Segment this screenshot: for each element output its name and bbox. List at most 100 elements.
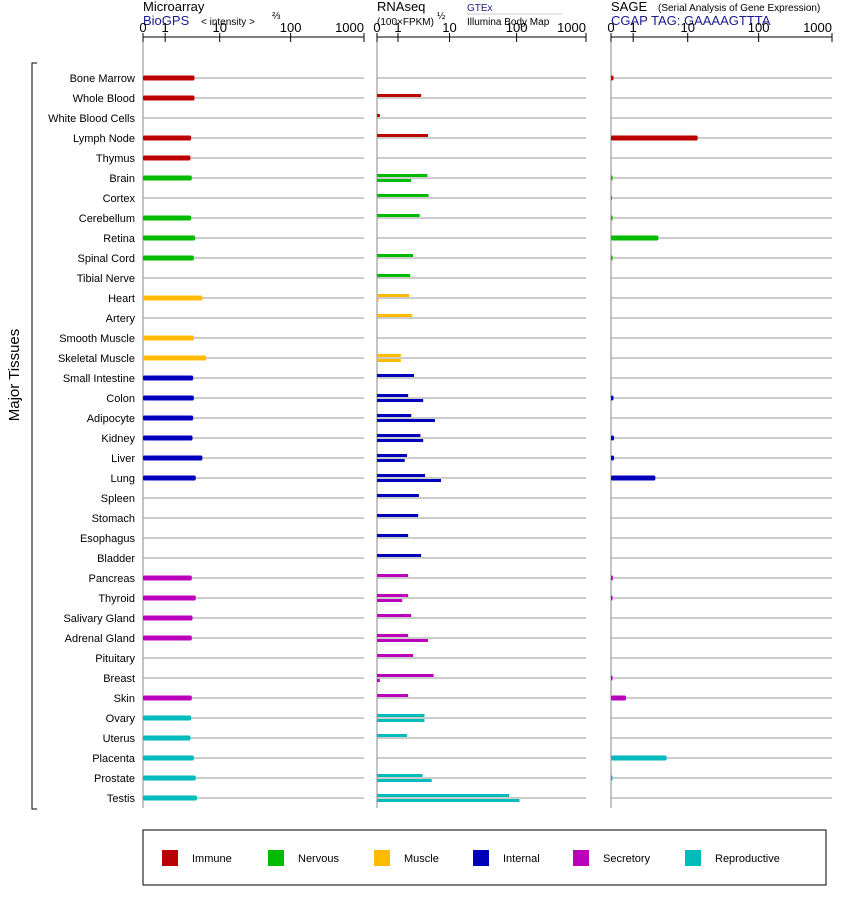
microarray-bar-adipocyte (143, 415, 194, 421)
rnaseq-bar-adipocyte-bodymap (377, 419, 435, 422)
panel-rnaseq: 0 1 10 100 1000 (373, 20, 587, 808)
rnaseq-bar-testis-bodymap (377, 799, 520, 802)
legend-label-immune: Immune (192, 853, 232, 865)
sage-tick-label: 1000 (803, 20, 832, 35)
tissue-label-stomach: Stomach (92, 513, 135, 525)
rnaseq-bar-cortex-gtex (377, 194, 429, 197)
tissue-labels: Bone Marrow Whole Blood White Blood Cells L… (48, 73, 136, 805)
tissue-label-adrenal-gland: Adrenal Gland (65, 633, 135, 645)
microarray-bar-small-intestine (143, 375, 194, 381)
sage-bar-spinal-cord (611, 255, 613, 261)
microarray-unit: < intensity > (201, 17, 255, 28)
microarray-tick-label: 100 (280, 20, 302, 35)
tissue-label-esophagus: Esophagus (80, 533, 136, 545)
sage-bar-liver (611, 455, 615, 461)
rnaseq-bar-ovary-bodymap (377, 719, 425, 722)
rnaseq-bar-cerebellum-gtex (377, 214, 420, 217)
rnaseq-tick-label: 0 (373, 20, 380, 35)
rnaseq-bar-tibial-nerve-gtex (377, 274, 411, 277)
rnaseq-bar-small-intestine-gtex (377, 374, 415, 377)
rnaseq-bar-kidney-bodymap (377, 439, 424, 442)
rnaseq-tick-label: 1 (394, 20, 401, 35)
legend-item-internal: Internal (473, 850, 540, 866)
rnaseq-bar-adrenal-gland-gtex (377, 634, 409, 637)
microarray-tick-label: 0 (139, 20, 146, 35)
microarray-bar-cerebellum (143, 215, 192, 221)
rnaseq-bar-heart-bodymap (377, 299, 379, 302)
tissue-label-placenta: Placenta (92, 753, 136, 765)
rnaseq-bar-skin-gtex (377, 694, 409, 697)
rnaseq-bar-white-blood-cells-gtex (377, 114, 380, 117)
legend-swatch-internal (473, 850, 489, 866)
rnaseq-unit: (100×FPKM) (377, 17, 434, 28)
legend-item-immune: Immune (162, 850, 232, 866)
major-tissues-label: Major Tissues (6, 329, 23, 422)
tissue-label-artery: Artery (106, 313, 136, 325)
tissue-label-thymus: Thymus (96, 153, 136, 165)
legend-item-secretory: Secretory (573, 850, 651, 866)
microarray-bar-whole-blood (143, 95, 195, 101)
tissue-label-colon: Colon (106, 393, 135, 405)
rnaseq-bar-colon-gtex (377, 394, 409, 397)
rnaseq-unit-exponent: ½ (437, 11, 446, 22)
sage-bar-retina (611, 235, 659, 241)
sage-bar-heart (611, 295, 612, 301)
tissue-label-uterus: Uterus (103, 733, 136, 745)
sage-bar-skeletal-muscle (611, 355, 612, 361)
tissue-label-tibial-nerve: Tibial Nerve (77, 273, 135, 285)
tissue-label-white-blood-cells: White Blood Cells (48, 113, 135, 125)
legend-label-secretory: Secretory (603, 853, 651, 865)
sage-bar-breast (611, 675, 613, 681)
microarray-bar-skeletal-muscle (143, 355, 207, 361)
tissue-label-prostate: Prostate (94, 773, 135, 785)
tissue-label-small-intestine: Small Intestine (63, 373, 135, 385)
sage-bar-lymph-node (611, 135, 698, 141)
sage-tick-label: 10 (680, 20, 694, 35)
rnaseq-bar-lymph-node-gtex (377, 134, 429, 137)
tissue-label-spleen: Spleen (101, 493, 135, 505)
rnaseq-bar-whole-blood-gtex (377, 94, 422, 97)
legend-items: Immune Nervous Muscle Internal Secretory Repr… (162, 850, 780, 866)
tissue-label-bone-marrow: Bone Marrow (70, 73, 135, 85)
sage-bar-skin (611, 695, 627, 701)
microarray-bar-uterus (143, 735, 191, 741)
microarray-bar-spinal-cord (143, 255, 194, 261)
legend-item-muscle: Muscle (374, 850, 439, 866)
rnaseq-bar-brain-gtex (377, 174, 428, 177)
microarray-source: BioGPS (143, 13, 190, 28)
microarray-bar-ovary (143, 715, 192, 721)
tissue-label-brain: Brain (109, 173, 135, 185)
legend-swatch-secretory (573, 850, 589, 866)
microarray-bar-retina (143, 235, 196, 241)
microarray-bar-liver (143, 455, 203, 461)
microarray-bar-heart (143, 295, 203, 301)
tissue-label-lymph-node: Lymph Node (73, 133, 135, 145)
rnaseq-bar-pancreas-gtex (377, 574, 409, 577)
sage-bar-lung (611, 475, 656, 481)
sage-tick-label: 0 (607, 20, 614, 35)
microarray-bar-prostate (143, 775, 196, 781)
legend-item-reproductive: Reproductive (685, 850, 780, 866)
microarray-title: Microarray (143, 0, 205, 14)
tissue-label-breast: Breast (103, 673, 135, 685)
sage-bar-kidney (611, 435, 615, 441)
rnaseq-bar-esophagus-gtex (377, 534, 409, 537)
rnaseq-bar-artery-gtex (377, 314, 413, 317)
legend-label-reproductive: Reproductive (715, 853, 780, 865)
rnaseq-bar-skeletal-muscle-gtex (377, 354, 401, 357)
microarray-bar-thymus (143, 155, 191, 161)
rnaseq-bar-prostate-bodymap (377, 779, 432, 782)
microarray-bar-salivary-gland (143, 615, 193, 621)
tissue-bracket-line (31, 62, 37, 810)
tissue-label-ovary: Ovary (106, 713, 136, 725)
legend-swatch-nervous (268, 850, 284, 866)
panel-headers: Microarray BioGPS < intensity > ⅔ RNAseq… (143, 0, 820, 28)
microarray-bar-skin (143, 695, 192, 701)
legend-swatch-immune (162, 850, 178, 866)
rnaseq-bar-spleen-gtex (377, 494, 419, 497)
tissue-label-skin: Skin (114, 693, 135, 705)
legend-label-internal: Internal (503, 853, 540, 865)
tissue-label-retina: Retina (103, 233, 136, 245)
microarray-bar-kidney (143, 435, 193, 441)
